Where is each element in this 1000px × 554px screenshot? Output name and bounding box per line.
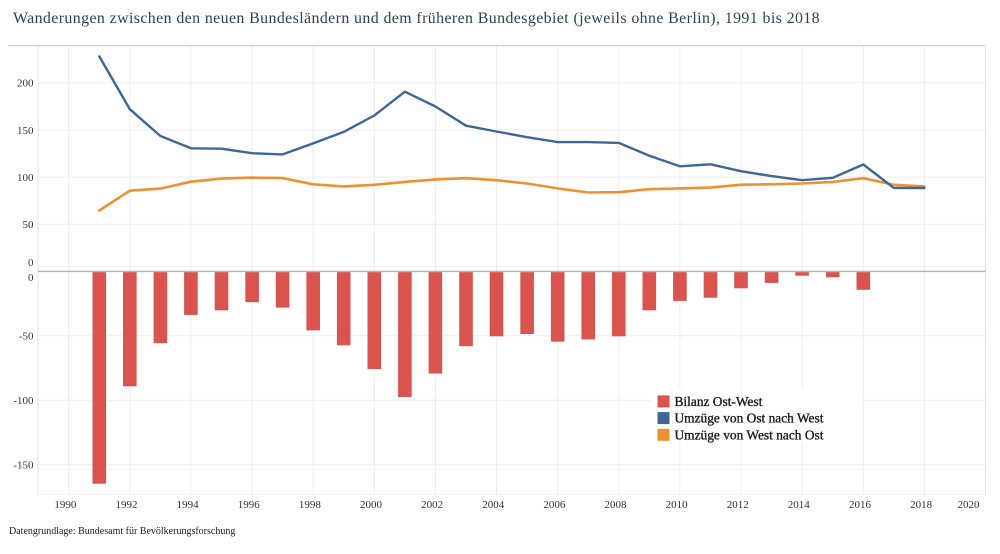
svg-text:0: 0 [28, 272, 34, 284]
svg-text:-100: -100 [13, 395, 34, 407]
svg-text:100: 100 [17, 172, 34, 184]
svg-text:1992: 1992 [116, 499, 138, 511]
svg-text:Umzüge von Ost nach West: Umzüge von Ost nach West [675, 411, 824, 426]
svg-text:150: 150 [17, 125, 34, 137]
svg-text:2018: 2018 [910, 499, 933, 511]
svg-text:1998: 1998 [299, 499, 322, 511]
svg-text:1994: 1994 [177, 499, 200, 511]
svg-text:2006: 2006 [543, 499, 566, 511]
svg-text:2014: 2014 [788, 499, 811, 511]
svg-text:-150: -150 [13, 459, 34, 471]
svg-text:2000: 2000 [360, 499, 383, 511]
svg-text:Bilanz Ost-West: Bilanz Ost-West [675, 394, 763, 409]
svg-text:2004: 2004 [482, 499, 505, 511]
svg-text:50: 50 [23, 219, 35, 231]
svg-text:200: 200 [17, 78, 34, 90]
svg-text:1996: 1996 [238, 499, 261, 511]
svg-text:2008: 2008 [605, 499, 628, 511]
svg-text:-50: -50 [19, 331, 34, 343]
svg-text:2016: 2016 [849, 499, 872, 511]
svg-text:0: 0 [28, 257, 34, 269]
svg-text:Umzüge von West nach Ost: Umzüge von West nach Ost [675, 427, 824, 442]
svg-text:2020: 2020 [958, 499, 981, 511]
svg-text:1990: 1990 [54, 499, 77, 511]
svg-text:2012: 2012 [727, 499, 749, 511]
svg-text:Wanderungen zwischen den neuen: Wanderungen zwischen den neuen Bundeslän… [13, 10, 820, 27]
svg-text:Datengrundlage: Bundesamt für: Datengrundlage: Bundesamt für Bevölkerun… [9, 526, 235, 537]
svg-text:2010: 2010 [666, 499, 689, 511]
svg-text:2002: 2002 [421, 499, 443, 511]
